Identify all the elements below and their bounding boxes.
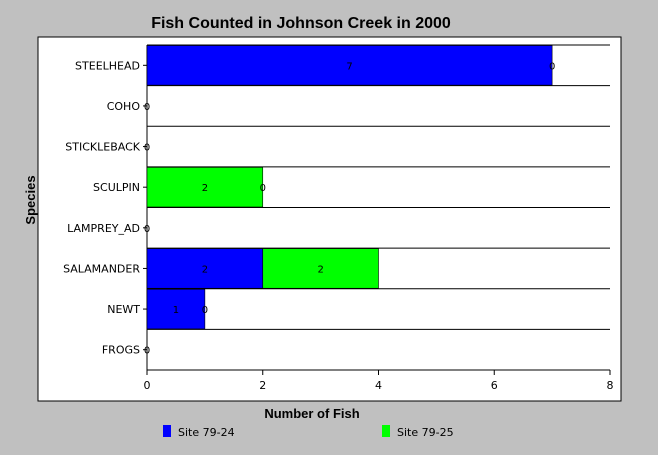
legend: Site 79-24 Site 79-25 — [163, 425, 454, 439]
data-label: 2 — [317, 264, 323, 275]
data-label: 7 — [346, 61, 352, 72]
category-label: NEWT — [107, 303, 140, 316]
data-label: 0 — [144, 102, 150, 113]
data-label: 1 — [173, 305, 179, 316]
bar-site-79-24 — [146, 288, 206, 330]
bar-site-79-25 — [146, 167, 264, 208]
x-tick-label: 2 — [259, 379, 266, 392]
plot-frame — [37, 36, 622, 402]
x-tick-label: 0 — [144, 379, 151, 392]
data-label: 0 — [144, 143, 150, 154]
data-label: 0 — [260, 183, 266, 194]
bar-site-79-24 — [146, 45, 553, 86]
legend-swatch — [382, 425, 390, 437]
data-label: 0 — [549, 61, 555, 72]
category-label: FROGS — [102, 344, 140, 357]
category-label: COHO — [107, 100, 141, 113]
category-label: STEELHEAD — [75, 59, 140, 72]
x-tick-label: 6 — [491, 379, 498, 392]
x-axis-title: Number of Fish — [264, 406, 359, 421]
x-tick-label: 8 — [607, 379, 614, 392]
data-label: 0 — [144, 346, 150, 357]
category-label: STICKLEBACK — [65, 141, 140, 154]
data-label: 2 — [202, 264, 208, 275]
category-label: LAMPREY_AD — [67, 222, 140, 235]
y-axis-title: Species — [23, 175, 38, 224]
data-label: 0 — [144, 224, 150, 235]
legend-label: Site 79-25 — [397, 426, 454, 439]
category-label: SCULPIN — [93, 181, 140, 194]
bar-site-79-24 — [146, 248, 264, 289]
category-label: SALAMANDER — [63, 262, 140, 275]
chart-title: Fish Counted in Johnson Creek in 2000 — [151, 15, 451, 32]
bar-site-79-25 — [262, 248, 379, 289]
data-label: 2 — [202, 183, 208, 194]
legend-swatch — [163, 425, 171, 437]
data-label: 0 — [202, 305, 208, 316]
x-tick-label: 4 — [375, 379, 382, 392]
legend-label: Site 79-24 — [178, 426, 235, 439]
